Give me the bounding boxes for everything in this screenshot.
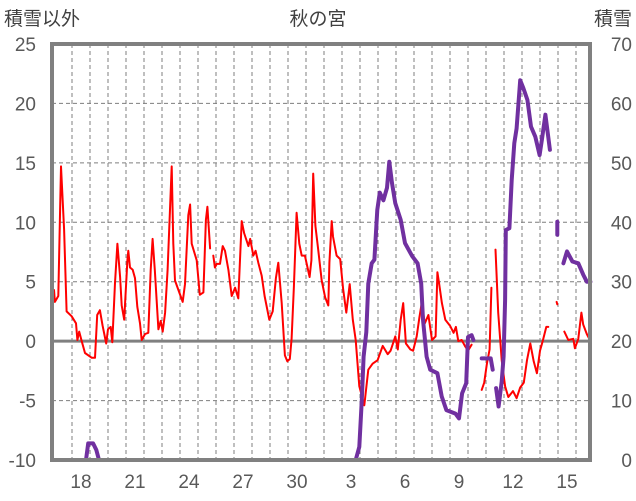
x-tick-label: 27 — [232, 472, 253, 493]
grid-lines — [52, 44, 590, 460]
x-tick-label: 18 — [70, 472, 91, 493]
left-tick-label: -10 — [9, 451, 36, 472]
left-tick-label: 5 — [25, 273, 36, 294]
x-tick-label: 24 — [178, 472, 200, 493]
right-tick-label: 30 — [611, 273, 632, 294]
x-tick-label: 9 — [454, 472, 465, 493]
left-tick-label: 20 — [15, 94, 36, 115]
tick-labels: -10 -5 0 5 10 15 20 25 0 10 20 30 40 50 60 70 18 21 24 27 30… — [9, 35, 632, 493]
right-tick-label: 40 — [611, 213, 632, 234]
plot-frame — [50, 42, 592, 462]
right-tick-label: 50 — [611, 154, 632, 175]
left-tick-label: 0 — [25, 332, 36, 353]
right-axis-label: 積雪 — [594, 8, 632, 30]
x-tick-label: 21 — [124, 472, 145, 493]
left-tick-label: 10 — [15, 213, 36, 234]
right-tick-label: 70 — [611, 35, 632, 56]
left-tick-label: 25 — [15, 35, 36, 56]
right-tick-label: 0 — [621, 451, 632, 472]
x-tick-label: 30 — [286, 472, 307, 493]
left-tick-label: 15 — [15, 154, 36, 175]
right-tick-label: 20 — [611, 332, 632, 353]
right-tick-label: 60 — [611, 94, 632, 115]
chart-title: 秋の宮 — [289, 8, 346, 30]
x-tick-label: 12 — [502, 472, 523, 493]
x-tick-label: 3 — [346, 472, 357, 493]
right-tick-label: 10 — [611, 392, 632, 413]
x-tick-label: 6 — [400, 472, 411, 493]
series-other-line — [53, 165, 592, 407]
x-tick-label: 15 — [556, 472, 577, 493]
left-axis-label: 積雪以外 — [4, 8, 80, 30]
left-tick-label: -5 — [19, 392, 36, 413]
series-snow-depth-line — [52, 78, 593, 462]
series-layer — [52, 78, 593, 462]
